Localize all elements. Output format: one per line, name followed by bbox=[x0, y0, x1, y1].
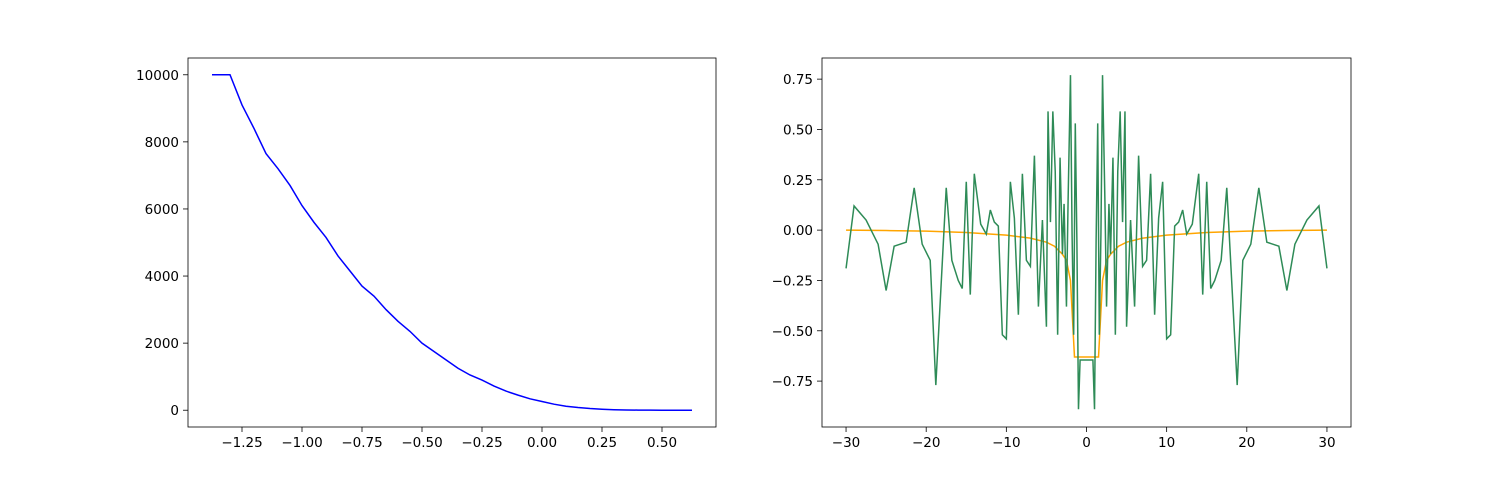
y-tick-label: 6000 bbox=[145, 202, 179, 218]
data-line bbox=[846, 229, 1327, 358]
y-tick-label: 4000 bbox=[145, 269, 179, 285]
y-tick-label: 0.50 bbox=[783, 122, 813, 138]
x-tick-label: 0 bbox=[1082, 435, 1091, 451]
y-tick-label: 0.00 bbox=[783, 223, 813, 239]
x-tick-label: 20 bbox=[1238, 435, 1255, 451]
y-tick-label: 0.25 bbox=[783, 173, 813, 189]
x-tick-label: −10 bbox=[992, 435, 1021, 451]
data-line bbox=[845, 75, 1328, 410]
x-tick-label: 0.25 bbox=[587, 435, 617, 451]
x-tick-label: −0.50 bbox=[401, 435, 442, 451]
y-tick-label: 8000 bbox=[145, 135, 179, 151]
x-tick-label: 0.00 bbox=[527, 435, 557, 451]
x-tick-label: −1.25 bbox=[221, 435, 262, 451]
y-tick-label: 0.75 bbox=[783, 72, 813, 88]
axes-frame bbox=[821, 57, 1352, 428]
y-tick-label: −0.75 bbox=[772, 374, 813, 390]
x-tick-label: 10 bbox=[1158, 435, 1175, 451]
y-tick-label: 0 bbox=[170, 403, 179, 419]
x-tick-label: −0.75 bbox=[341, 435, 382, 451]
x-tick-label: −20 bbox=[912, 435, 941, 451]
axes-frame bbox=[187, 57, 717, 428]
x-tick-label: −30 bbox=[832, 435, 861, 451]
y-tick-label: −0.25 bbox=[772, 273, 813, 289]
y-tick-label: 10000 bbox=[136, 68, 179, 84]
y-tick-label: −0.50 bbox=[772, 324, 813, 340]
y-tick-label: 2000 bbox=[145, 336, 179, 352]
x-tick-label: −1.00 bbox=[281, 435, 322, 451]
data-line bbox=[212, 74, 692, 411]
x-tick-label: −0.25 bbox=[461, 435, 502, 451]
x-tick-label: 0.50 bbox=[647, 435, 677, 451]
x-tick-label: 30 bbox=[1318, 435, 1335, 451]
